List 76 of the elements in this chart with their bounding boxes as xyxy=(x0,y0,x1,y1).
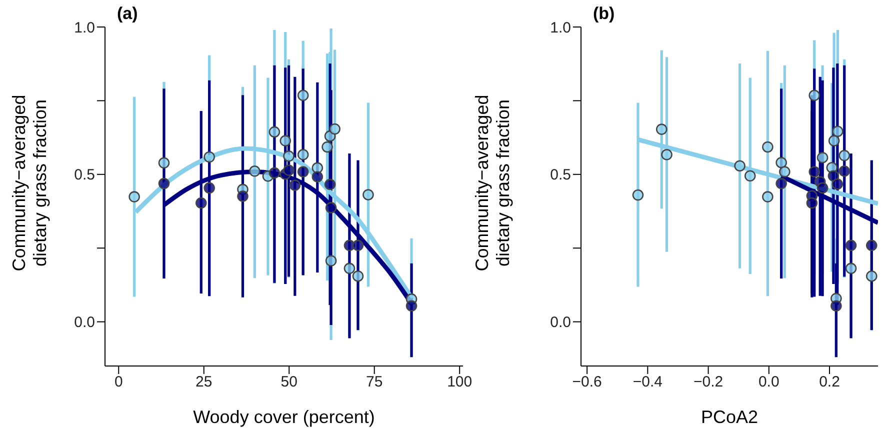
x-tick-label: 0.2 xyxy=(819,374,840,391)
point xyxy=(779,166,790,178)
point xyxy=(661,148,672,160)
x-tick-label: 75 xyxy=(366,374,383,391)
point xyxy=(324,178,336,190)
point xyxy=(325,202,337,214)
x-tick-label: 50 xyxy=(280,374,298,391)
point xyxy=(280,135,292,146)
x-tick-label: 100 xyxy=(447,374,472,391)
point xyxy=(406,300,418,312)
point xyxy=(283,150,294,162)
x-tick-label: 0.0 xyxy=(758,374,780,391)
point xyxy=(289,180,301,191)
point xyxy=(268,167,280,179)
x-tick-label: −0.6 xyxy=(572,374,602,391)
point xyxy=(204,182,215,194)
point xyxy=(762,141,774,153)
y-tick-label: 0.0 xyxy=(550,314,571,332)
point xyxy=(158,157,170,169)
point xyxy=(816,152,828,164)
point xyxy=(158,178,170,190)
y-tick-label: 1.0 xyxy=(74,19,95,36)
point xyxy=(776,156,787,168)
point xyxy=(283,164,294,176)
chart-title: (b) xyxy=(593,4,615,24)
point xyxy=(656,124,668,135)
y-tick-label: 0.5 xyxy=(550,166,571,184)
point xyxy=(325,255,337,266)
x-tick-label: −0.2 xyxy=(693,374,724,391)
point xyxy=(816,182,828,194)
point xyxy=(312,171,324,182)
point xyxy=(832,126,844,138)
point xyxy=(830,300,842,312)
point xyxy=(734,160,746,172)
point xyxy=(828,135,840,146)
point xyxy=(297,90,309,102)
point xyxy=(838,166,850,177)
point xyxy=(297,166,309,178)
point xyxy=(845,240,857,252)
point xyxy=(362,189,374,200)
point xyxy=(196,197,207,209)
y-tick-label: 0.0 xyxy=(74,314,95,332)
y-tick-label: 1.0 xyxy=(550,19,571,36)
point xyxy=(352,270,364,282)
point xyxy=(632,189,644,201)
point xyxy=(808,90,820,102)
y-tick-label: 0.5 xyxy=(74,166,95,184)
point xyxy=(297,148,309,160)
point xyxy=(344,262,356,274)
point xyxy=(845,262,857,274)
point xyxy=(352,240,364,252)
x-tick-label: −0.4 xyxy=(632,374,662,391)
y-axis-title: Community−averaged dietary grass fraction xyxy=(472,94,514,274)
point xyxy=(828,170,840,182)
point xyxy=(204,151,215,163)
point xyxy=(744,170,756,182)
x-tick-label: 25 xyxy=(196,374,212,391)
point xyxy=(322,141,333,153)
point xyxy=(832,178,844,190)
point xyxy=(838,150,850,162)
point xyxy=(237,190,248,202)
chart-title: (a) xyxy=(117,4,138,24)
point xyxy=(776,178,787,190)
point xyxy=(808,166,820,178)
x-axis-title: PCoA2 xyxy=(700,407,758,427)
x-tick-label: 0 xyxy=(114,374,123,391)
point xyxy=(249,166,260,177)
point xyxy=(329,123,340,135)
point xyxy=(128,191,140,202)
point xyxy=(806,197,818,209)
point xyxy=(268,126,280,138)
point xyxy=(762,191,774,202)
point xyxy=(866,270,878,282)
x-axis-title: Woody cover (percent) xyxy=(193,407,375,427)
y-axis-title: Community−averaged dietary grass fraction xyxy=(9,94,51,274)
point xyxy=(866,240,878,252)
